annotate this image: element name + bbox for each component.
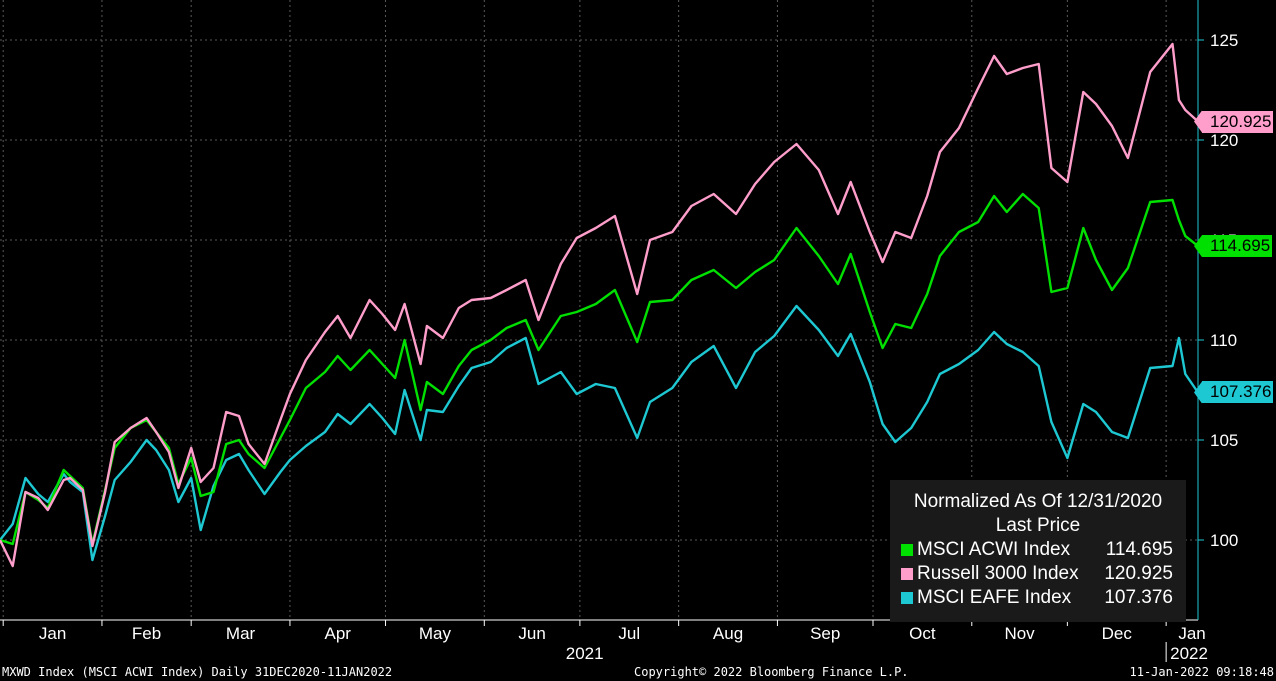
x-tick-label: Feb <box>132 624 161 643</box>
legend-value-russell: 120.925 <box>1104 563 1173 584</box>
year-label: 2022 <box>1170 644 1208 663</box>
footer-copyright: Copyright© 2022 Bloomberg Finance L.P. <box>634 665 909 679</box>
x-tick-label: Jan <box>39 624 66 643</box>
legend-swatch-acwi <box>901 544 913 556</box>
x-tick-label: May <box>419 624 452 643</box>
x-tick-label: Aug <box>713 624 743 643</box>
footer-timestamp: 11-Jan-2022 09:18:48 <box>1129 665 1275 679</box>
legend-swatch-russell <box>901 568 913 580</box>
series-line-eafe <box>0 304 1199 562</box>
legend-value-acwi: 114.695 <box>1105 539 1173 560</box>
y-tick-label: 105 <box>1210 431 1238 450</box>
legend-value-eafe: 107.376 <box>1104 587 1173 608</box>
x-tick-label: Apr <box>324 624 351 643</box>
legend-entry-acwi: MSCI ACWI Index 114.695 <box>891 538 1185 562</box>
x-tick-label: Jun <box>518 624 545 643</box>
footer-ticker: MXWD Index (MSCI ACWI Index) Daily 31DEC… <box>2 665 393 679</box>
y-tick-label: 110 <box>1210 331 1237 350</box>
x-tick-label: Dec <box>1102 624 1133 643</box>
last-price-tag-acwi: 114.695 <box>1202 235 1273 258</box>
y-tick-label: 125 <box>1210 31 1238 50</box>
legend: Normalized As Of 12/31/2020 Last Price M… <box>890 480 1186 622</box>
legend-label-russell: Russell 3000 Index <box>917 563 1079 584</box>
legend-entry-russell: Russell 3000 Index 120.925 <box>891 562 1185 586</box>
legend-swatch-eafe <box>901 592 913 604</box>
legend-title-line1: Normalized As Of 12/31/2020 <box>913 491 1163 512</box>
series-lines <box>0 42 1199 568</box>
last-price-tag-russell: 120.925 <box>1202 110 1274 133</box>
last-price-pointer-acwi <box>1194 235 1202 258</box>
legend-entry-eafe: MSCI EAFE Index 107.376 <box>891 586 1185 610</box>
year-label: 2021 <box>566 644 604 663</box>
x-tick-label: Nov <box>1004 624 1035 643</box>
x-tick-label: Jul <box>618 624 640 643</box>
legend-title: Normalized As Of 12/31/2020 Last Price <box>891 490 1185 538</box>
last-price-pointer-russell <box>1194 110 1202 133</box>
x-tick-label: Mar <box>226 624 256 643</box>
legend-label-acwi: MSCI ACWI Index <box>917 539 1071 560</box>
y-tick-label: 120 <box>1210 131 1238 150</box>
x-tick-label: Oct <box>909 624 936 643</box>
last-price-pointer-eafe <box>1194 381 1202 404</box>
series-line-russell <box>0 42 1199 568</box>
x-tick-label: Sep <box>810 624 840 643</box>
legend-title-line2: Last Price <box>995 515 1081 536</box>
last-price-tag-eafe: 107.376 <box>1202 381 1274 404</box>
legend-label-eafe: MSCI EAFE Index <box>917 587 1072 608</box>
axes: 100105110115120125JanFebMarAprMayJunJulA… <box>0 0 1238 663</box>
x-tick-label: Jan <box>1178 624 1205 643</box>
y-tick-label: 100 <box>1210 531 1238 550</box>
